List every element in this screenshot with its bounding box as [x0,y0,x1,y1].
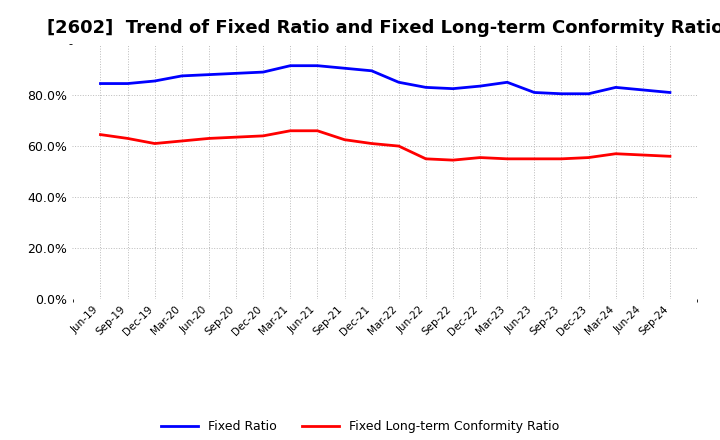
Fixed Ratio [204,72,213,77]
Fixed Ratio [421,85,430,90]
Fixed Long-term Conformity Ratio [530,156,539,161]
Fixed Long-term Conformity Ratio [584,155,593,160]
Fixed Ratio [232,71,240,76]
Fixed Ratio [123,81,132,86]
Fixed Long-term Conformity Ratio [421,156,430,161]
Fixed Ratio [503,80,511,85]
Fixed Ratio [313,63,322,68]
Fixed Long-term Conformity Ratio [232,135,240,140]
Fixed Ratio [530,90,539,95]
Fixed Long-term Conformity Ratio [150,141,159,146]
Fixed Ratio [341,66,349,71]
Line: Fixed Ratio: Fixed Ratio [101,66,670,94]
Fixed Long-term Conformity Ratio [395,143,403,149]
Fixed Long-term Conformity Ratio [665,154,674,159]
Fixed Ratio [286,63,294,68]
Fixed Ratio [665,90,674,95]
Legend: Fixed Ratio, Fixed Long-term Conformity Ratio: Fixed Ratio, Fixed Long-term Conformity … [156,415,564,438]
Fixed Long-term Conformity Ratio [96,132,105,137]
Fixed Long-term Conformity Ratio [123,136,132,141]
Fixed Long-term Conformity Ratio [341,137,349,142]
Fixed Long-term Conformity Ratio [259,133,268,139]
Fixed Ratio [639,87,647,92]
Fixed Ratio [584,91,593,96]
Fixed Long-term Conformity Ratio [503,156,511,161]
Fixed Ratio [449,86,457,92]
Fixed Ratio [96,81,105,86]
Fixed Long-term Conformity Ratio [611,151,620,156]
Fixed Ratio [476,84,485,89]
Fixed Long-term Conformity Ratio [639,152,647,158]
Fixed Ratio [259,70,268,75]
Fixed Long-term Conformity Ratio [557,156,566,161]
Fixed Ratio [150,78,159,84]
Fixed Long-term Conformity Ratio [313,128,322,133]
Line: Fixed Long-term Conformity Ratio: Fixed Long-term Conformity Ratio [101,131,670,160]
Title: [2602]  Trend of Fixed Ratio and Fixed Long-term Conformity Ratio: [2602] Trend of Fixed Ratio and Fixed Lo… [47,19,720,37]
Fixed Long-term Conformity Ratio [449,158,457,163]
Fixed Ratio [178,73,186,78]
Fixed Ratio [611,85,620,90]
Fixed Ratio [395,80,403,85]
Fixed Long-term Conformity Ratio [204,136,213,141]
Fixed Long-term Conformity Ratio [178,138,186,143]
Fixed Long-term Conformity Ratio [367,141,376,146]
Fixed Ratio [367,68,376,73]
Fixed Long-term Conformity Ratio [476,155,485,160]
Fixed Ratio [557,91,566,96]
Fixed Long-term Conformity Ratio [286,128,294,133]
